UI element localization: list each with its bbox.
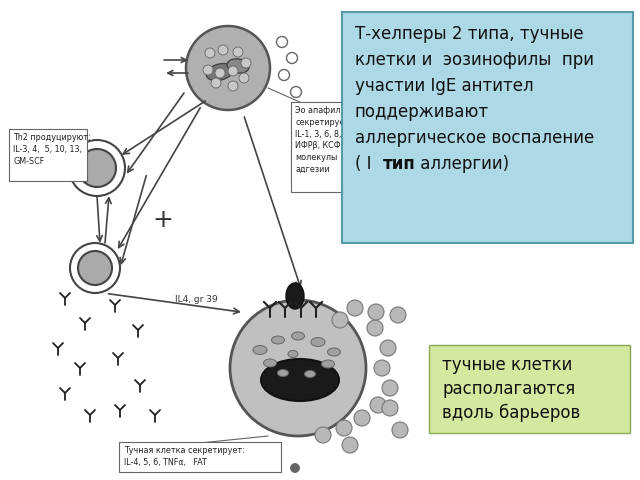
- Circle shape: [278, 70, 289, 81]
- Ellipse shape: [286, 283, 304, 309]
- Text: +: +: [152, 208, 173, 232]
- Circle shape: [69, 140, 125, 196]
- Circle shape: [392, 422, 408, 438]
- Circle shape: [354, 410, 370, 426]
- Circle shape: [230, 300, 366, 436]
- Circle shape: [370, 397, 386, 413]
- Ellipse shape: [311, 337, 325, 347]
- Text: тип: тип: [383, 155, 416, 173]
- Text: Тучная клетка секретирует:
IL-4, 5, 6, TNFα,   FAT: Тучная клетка секретирует: IL-4, 5, 6, T…: [124, 446, 244, 467]
- FancyBboxPatch shape: [291, 102, 368, 192]
- Text: Эо апафил
секретирует:
IL-1, 3, 6, 8,
ИФРβ, КСФ,
молекулы
адгезии: Эо апафил секретирует: IL-1, 3, 6, 8, ИФ…: [295, 106, 352, 174]
- Circle shape: [78, 149, 116, 187]
- Circle shape: [367, 320, 383, 336]
- Text: поддерживают: поддерживают: [355, 103, 489, 121]
- Circle shape: [215, 68, 225, 78]
- Text: тучные клетки
располагаются
вдоль барьеров: тучные клетки располагаются вдоль барьер…: [442, 356, 580, 421]
- Ellipse shape: [305, 371, 316, 377]
- Ellipse shape: [278, 370, 289, 376]
- Circle shape: [218, 45, 228, 55]
- Circle shape: [228, 66, 238, 76]
- Circle shape: [315, 427, 331, 443]
- Circle shape: [347, 300, 363, 316]
- Circle shape: [241, 58, 251, 68]
- Ellipse shape: [264, 359, 276, 367]
- Circle shape: [380, 340, 396, 356]
- Circle shape: [233, 47, 243, 57]
- Circle shape: [382, 380, 398, 396]
- Text: аллергическое воспаление: аллергическое воспаление: [355, 129, 595, 147]
- Ellipse shape: [328, 348, 340, 356]
- Circle shape: [342, 437, 358, 453]
- Ellipse shape: [271, 336, 285, 344]
- Circle shape: [291, 86, 301, 97]
- Circle shape: [186, 26, 270, 110]
- Ellipse shape: [321, 360, 335, 368]
- Circle shape: [205, 48, 215, 58]
- Text: аллергии): аллергии): [415, 155, 509, 173]
- Circle shape: [70, 243, 120, 293]
- FancyBboxPatch shape: [342, 12, 633, 243]
- Ellipse shape: [291, 332, 305, 340]
- Text: Th2 продуцируют:
IL-3, 4,  5, 10, 13,
GM-SCF: Th2 продуцируют: IL-3, 4, 5, 10, 13, GM-…: [13, 133, 91, 166]
- Circle shape: [287, 52, 298, 63]
- Circle shape: [239, 73, 249, 83]
- Text: клетки и  эозинофилы  при: клетки и эозинофилы при: [355, 51, 594, 69]
- Circle shape: [382, 400, 398, 416]
- FancyBboxPatch shape: [9, 129, 87, 181]
- Ellipse shape: [227, 59, 249, 73]
- Text: ( I: ( I: [355, 155, 377, 173]
- Circle shape: [368, 304, 384, 320]
- Circle shape: [390, 307, 406, 323]
- Circle shape: [203, 65, 213, 75]
- Ellipse shape: [261, 359, 339, 401]
- Circle shape: [374, 360, 390, 376]
- Ellipse shape: [253, 346, 267, 355]
- Circle shape: [291, 464, 300, 472]
- Circle shape: [332, 312, 348, 328]
- Circle shape: [78, 251, 112, 285]
- Text: IL4, gr 39: IL4, gr 39: [175, 295, 218, 304]
- Ellipse shape: [206, 63, 234, 81]
- FancyBboxPatch shape: [429, 345, 630, 433]
- Circle shape: [228, 81, 238, 91]
- Circle shape: [276, 36, 287, 48]
- Circle shape: [336, 420, 352, 436]
- Circle shape: [211, 78, 221, 88]
- Ellipse shape: [288, 350, 298, 358]
- Text: участии IgE антител: участии IgE антител: [355, 77, 534, 95]
- Text: Т-хелперы 2 типа, тучные: Т-хелперы 2 типа, тучные: [355, 25, 584, 43]
- FancyBboxPatch shape: [119, 442, 281, 472]
